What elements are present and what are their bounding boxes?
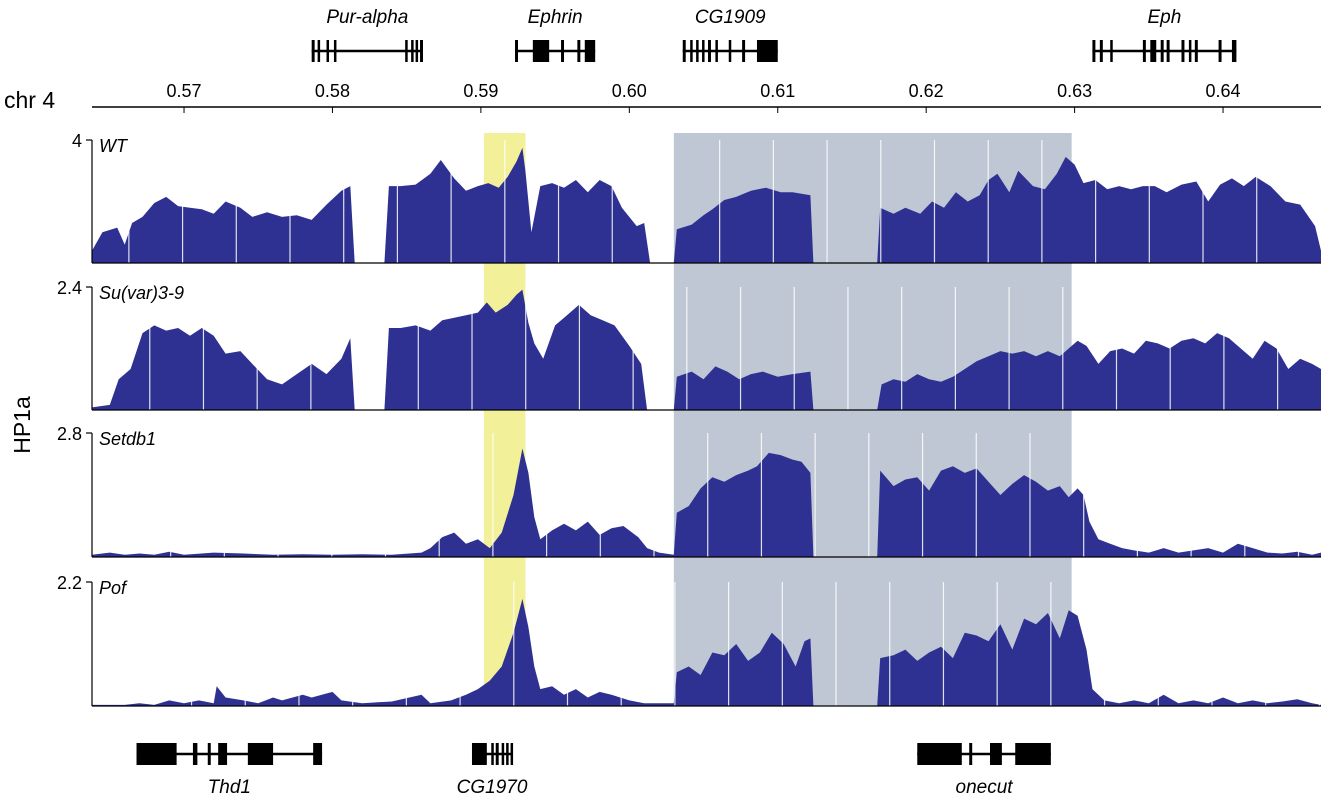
- gene-exon: [577, 40, 581, 62]
- gene-exon: [501, 743, 505, 765]
- gene-exon: [756, 40, 778, 62]
- gene-exon: [1150, 40, 1157, 62]
- gene-name-label: Eph: [1148, 7, 1182, 28]
- track-name-label: Setdb1: [99, 429, 156, 449]
- gene-exon: [491, 743, 494, 765]
- signal-tracks: 4 WT 2.4 Su(var)3-9 2.8 Setdb1 2.2 Pof: [57, 131, 1321, 707]
- gene-exon: [1099, 40, 1103, 62]
- gene-exon: [1160, 40, 1164, 62]
- gene-exon: [506, 743, 509, 765]
- gene-name-label: CG1909: [695, 7, 766, 28]
- gene-exon: [420, 40, 423, 62]
- x-tick-label: 0.62: [909, 81, 944, 101]
- gene-exon: [192, 743, 198, 765]
- gene-exon: [1166, 40, 1170, 62]
- gene-onecut: onecut: [917, 743, 1051, 798]
- track-wt: 4 WT: [72, 131, 1321, 264]
- gene-exon: [405, 40, 408, 62]
- x-tick-label: 0.63: [1057, 81, 1092, 101]
- x-tick-label: 0.57: [167, 81, 202, 101]
- gene-exon: [728, 40, 732, 62]
- gene-exon: [495, 743, 499, 765]
- gene-exon: [702, 40, 705, 62]
- gene-exon: [715, 40, 718, 62]
- track-su-var-3-9: 2.4 Su(var)3-9: [57, 278, 1321, 411]
- gene-exon: [515, 40, 518, 62]
- gene-exon: [1092, 40, 1096, 62]
- x-tick-label: 0.64: [1206, 81, 1241, 101]
- gene-thd1: Thd1: [136, 743, 323, 798]
- track-name-label: Pof: [99, 578, 128, 598]
- gene-name-label: Thd1: [208, 777, 251, 798]
- gene-exon: [510, 743, 514, 765]
- gene-exon: [313, 743, 323, 765]
- gene-exon: [207, 743, 211, 765]
- gene-eph: Eph: [1092, 7, 1237, 62]
- gene-exon: [969, 743, 973, 765]
- gene-name-label: CG1970: [457, 777, 528, 798]
- signal-area: [92, 289, 1321, 410]
- gene-exon: [247, 743, 274, 765]
- signal-area: [92, 147, 1321, 263]
- genomic-coordinate-axis: chr 4 0.57 0.58 0.59 0.60 0.61 0.62 0.63 0.64: [4, 81, 1321, 113]
- x-tick-label: 0.58: [315, 81, 350, 101]
- x-tick-label: 0.60: [612, 81, 647, 101]
- gene-exon: [1231, 40, 1237, 62]
- gene-exon: [1218, 40, 1222, 62]
- chromosome-label: chr 4: [4, 87, 55, 113]
- track-pof: 2.2 Pof: [57, 573, 1321, 707]
- gene-exon: [411, 40, 414, 62]
- track-ymax-label: 2.8: [57, 424, 82, 444]
- gene-exon: [1110, 40, 1113, 62]
- track-ymax-label: 4: [72, 131, 82, 151]
- track-ymax-label: 2.4: [57, 278, 82, 298]
- x-tick-label: 0.61: [760, 81, 795, 101]
- gene-exon: [917, 743, 962, 765]
- gene-exon: [1194, 40, 1198, 62]
- gene-exon: [317, 40, 321, 62]
- gene-exon: [1142, 40, 1146, 62]
- gene-exon: [136, 743, 177, 765]
- track-name-label: WT: [99, 136, 129, 156]
- gene-exon: [333, 40, 337, 62]
- gene-exon: [696, 40, 699, 62]
- gene-ephrin: Ephrin: [515, 7, 596, 62]
- x-tick-label: 0.59: [463, 81, 498, 101]
- gene-exon: [990, 743, 1002, 765]
- track-ymax-label: 2.2: [57, 573, 82, 593]
- gene-exon: [1015, 743, 1051, 765]
- track-setdb1: 2.8 Setdb1: [57, 424, 1321, 558]
- gene-models-top: Pur-alpha Ephrin CG1909 Eph: [311, 7, 1237, 62]
- gene-exon: [742, 40, 746, 62]
- gene-exon: [471, 743, 487, 765]
- signal-area: [92, 598, 1321, 706]
- gene-pur-alpha: Pur-alpha: [311, 7, 423, 62]
- gene-cg1970: CG1970: [457, 743, 528, 798]
- gene-name-label: Ephrin: [528, 7, 583, 28]
- signal-area: [92, 448, 1321, 557]
- gene-exon: [326, 40, 330, 62]
- gene-exon: [561, 40, 565, 62]
- gene-cg1909: CG1909: [682, 7, 778, 62]
- gene-exon: [584, 40, 596, 62]
- gene-models-bottom: Thd1 CG1970 onecut: [136, 743, 1051, 798]
- gene-exon: [707, 40, 711, 62]
- track-name-label: Su(var)3-9: [99, 283, 184, 303]
- gene-name-label: Pur-alpha: [326, 7, 408, 28]
- gene-exon: [311, 40, 315, 62]
- y-axis-label: HP1a: [9, 396, 35, 454]
- gene-exon: [532, 40, 550, 62]
- gene-exon: [682, 40, 686, 62]
- gene-exon: [1188, 40, 1192, 62]
- gene-exon: [415, 40, 419, 62]
- gene-exon: [1181, 40, 1185, 62]
- gene-exon: [218, 743, 228, 765]
- gene-exon: [690, 40, 693, 62]
- gene-name-label: onecut: [956, 777, 1014, 798]
